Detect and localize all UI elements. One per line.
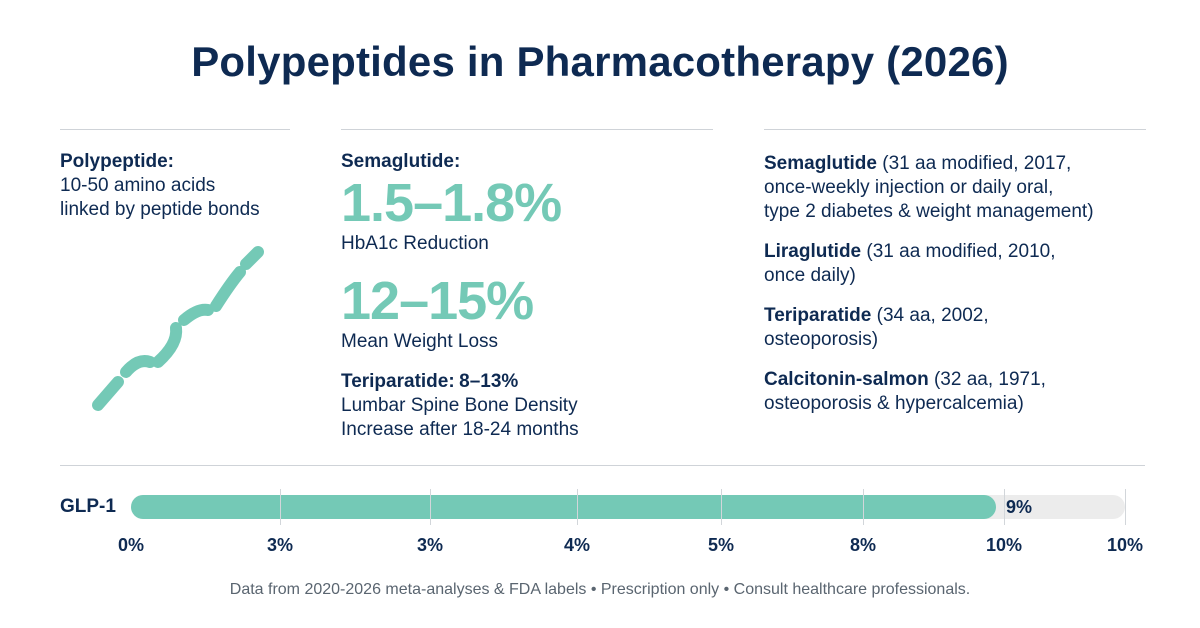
drug-name: Calcitonin-salmon xyxy=(764,369,929,390)
definition-line-2: linked by peptide bonds xyxy=(60,199,260,220)
page-title: Polypeptides in Pharmacotherapy (2026) xyxy=(191,38,1009,85)
axis-tick xyxy=(280,489,281,525)
axis-tick-label: 4% xyxy=(563,535,591,555)
axis-tick xyxy=(721,489,722,525)
axis-tick-label: 10% xyxy=(1106,535,1144,555)
drug-detail: osteoporosis & hypercalcemia) xyxy=(764,393,1024,414)
drug-name: Semaglutide xyxy=(764,153,877,174)
footer-note: Data from 2020-2026 meta-analyses & FDA … xyxy=(229,581,971,598)
axis-tick-label: 10% xyxy=(985,535,1023,555)
axis-tick-label: 5% xyxy=(707,535,735,555)
bar-track xyxy=(131,495,1125,519)
drug-detail: (31 aa modified, 2017, xyxy=(882,153,1072,174)
teriparatide-desc-line-2: Increase after 18-24 months xyxy=(341,419,579,440)
drug-detail: (34 aa, 2002, xyxy=(876,305,989,326)
drug-detail: once daily) xyxy=(764,265,856,286)
definition-block: Polypeptide: 10-50 amino acids linked by… xyxy=(60,150,300,222)
axis-tick xyxy=(1125,489,1126,525)
teriparatide-stat-value: 8–13% xyxy=(459,371,519,392)
drug-detail: (32 aa, 1971, xyxy=(933,369,1046,390)
hba1c-label: HbA1c Reduction xyxy=(341,233,489,254)
definition-term: Polypeptide: xyxy=(60,151,175,172)
teriparatide-stat: Teriparatide: 8–13% xyxy=(341,370,721,394)
teriparatide-desc-line-1: Lumbar Spine Bone Density xyxy=(341,395,578,416)
weight-loss-value: 12–15% xyxy=(341,271,534,331)
semaglutide-stat-label: Semaglutide: xyxy=(341,151,461,172)
divider-bottom xyxy=(60,465,1145,466)
drug-detail: osteoporosis) xyxy=(764,329,879,350)
axis-tick xyxy=(430,489,431,525)
bar-fill xyxy=(131,495,996,519)
divider-col2 xyxy=(341,129,713,130)
axis-tick-label: 3% xyxy=(416,535,444,555)
bar-label: GLP-1 xyxy=(60,496,116,517)
hba1c-value: 1.5–1.8% xyxy=(341,173,562,233)
drug-detail: type 2 diabetes & weight management) xyxy=(764,201,1094,222)
axis-tick-label: 3% xyxy=(266,535,294,555)
definition-line-1: 10-50 amino acids xyxy=(60,175,216,196)
axis-tick-label: 8% xyxy=(849,535,877,555)
drug-detail: (31 aa modified, 2010, xyxy=(866,241,1056,262)
drug-list: Semaglutide (31 aa modified, 2017, once-… xyxy=(764,152,1164,432)
drug-item-teriparatide: Teriparatide (34 aa, 2002, osteoporosis) xyxy=(764,304,1164,352)
drug-detail: once-weekly injection or daily oral, xyxy=(764,177,1054,198)
stats-block: Semaglutide: 1.5–1.8% HbA1c Reduction 12… xyxy=(341,150,721,442)
axis-tick xyxy=(863,489,864,525)
weight-loss-label: Mean Weight Loss xyxy=(341,331,499,352)
drug-name: Teriparatide xyxy=(764,305,872,326)
bar-value-label: 9% xyxy=(1006,497,1033,517)
axis-tick xyxy=(577,489,578,525)
drug-name: Liraglutide xyxy=(764,241,862,262)
axis-tick xyxy=(1004,489,1005,525)
axis-tick-label: 0% xyxy=(117,535,145,555)
drug-item-semaglutide: Semaglutide (31 aa modified, 2017, once-… xyxy=(764,152,1164,224)
teriparatide-stat-label: Teriparatide: xyxy=(341,371,455,392)
divider-col3 xyxy=(764,129,1146,130)
drug-item-calcitonin-salmon: Calcitonin-salmon (32 aa, 1971, osteopor… xyxy=(764,368,1164,416)
divider-col1 xyxy=(60,129,290,130)
drug-item-liraglutide: Liraglutide (31 aa modified, 2010, once … xyxy=(764,240,1164,288)
peptide-chain-icon xyxy=(92,246,264,411)
